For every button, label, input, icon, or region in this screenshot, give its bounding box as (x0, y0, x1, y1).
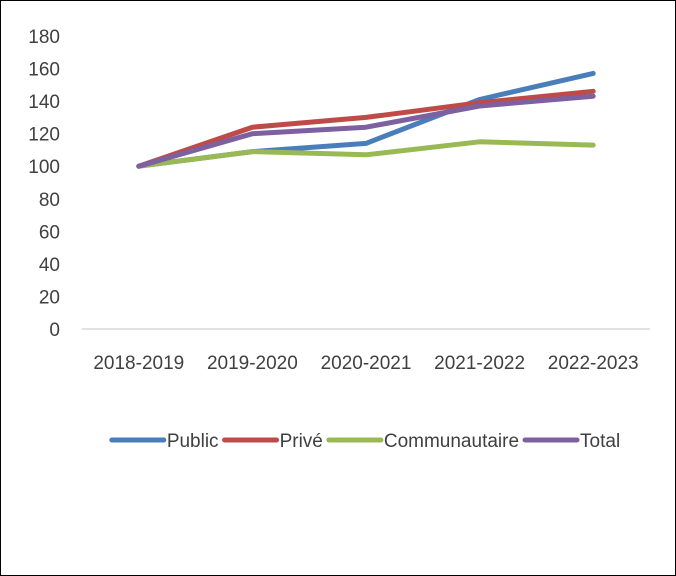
legend-item-priv-: Privé (222, 431, 323, 452)
y-tick-label: 0 (49, 320, 60, 341)
legend-label: Privé (280, 431, 323, 452)
y-tick-label: 80 (39, 190, 60, 211)
x-tick-label: 2018-2019 (93, 353, 184, 374)
legend-label: Public (167, 431, 219, 452)
legend-item-public: Public (109, 431, 219, 452)
y-tick-label: 160 (28, 60, 60, 81)
series-line-total (136, 93, 596, 169)
x-tick-label: 2020-2021 (321, 353, 412, 374)
series-line-priv- (136, 88, 596, 169)
legend-label: Communautaire (384, 431, 519, 452)
x-tick-label: 2021-2022 (434, 353, 525, 374)
legend-label: Total (580, 431, 620, 452)
legend-item-total: Total (522, 431, 620, 452)
y-tick-label: 180 (28, 27, 60, 48)
legend-item-communautaire: Communautaire (326, 431, 519, 452)
x-tick-label: 2022-2023 (548, 353, 639, 374)
x-tick-label: 2019-2020 (207, 353, 298, 374)
y-tick-label: 40 (39, 255, 60, 276)
series-lines (136, 70, 596, 169)
series-line-communautaire (136, 139, 596, 169)
x-axis-tick-labels: 2018-2019 2019-2020 2020-2021 2021-2022 2022… (93, 353, 638, 374)
y-tick-label: 140 (28, 92, 60, 113)
y-axis-tick-labels: 0 20 40 60 80 100 120 140 160 180 (28, 27, 60, 341)
y-tick-label: 20 (39, 287, 60, 308)
y-tick-label: 100 (28, 157, 60, 178)
y-tick-label: 120 (28, 125, 60, 146)
legend: Public Privé Communautaire Total (109, 431, 620, 452)
y-tick-label: 60 (39, 222, 60, 243)
